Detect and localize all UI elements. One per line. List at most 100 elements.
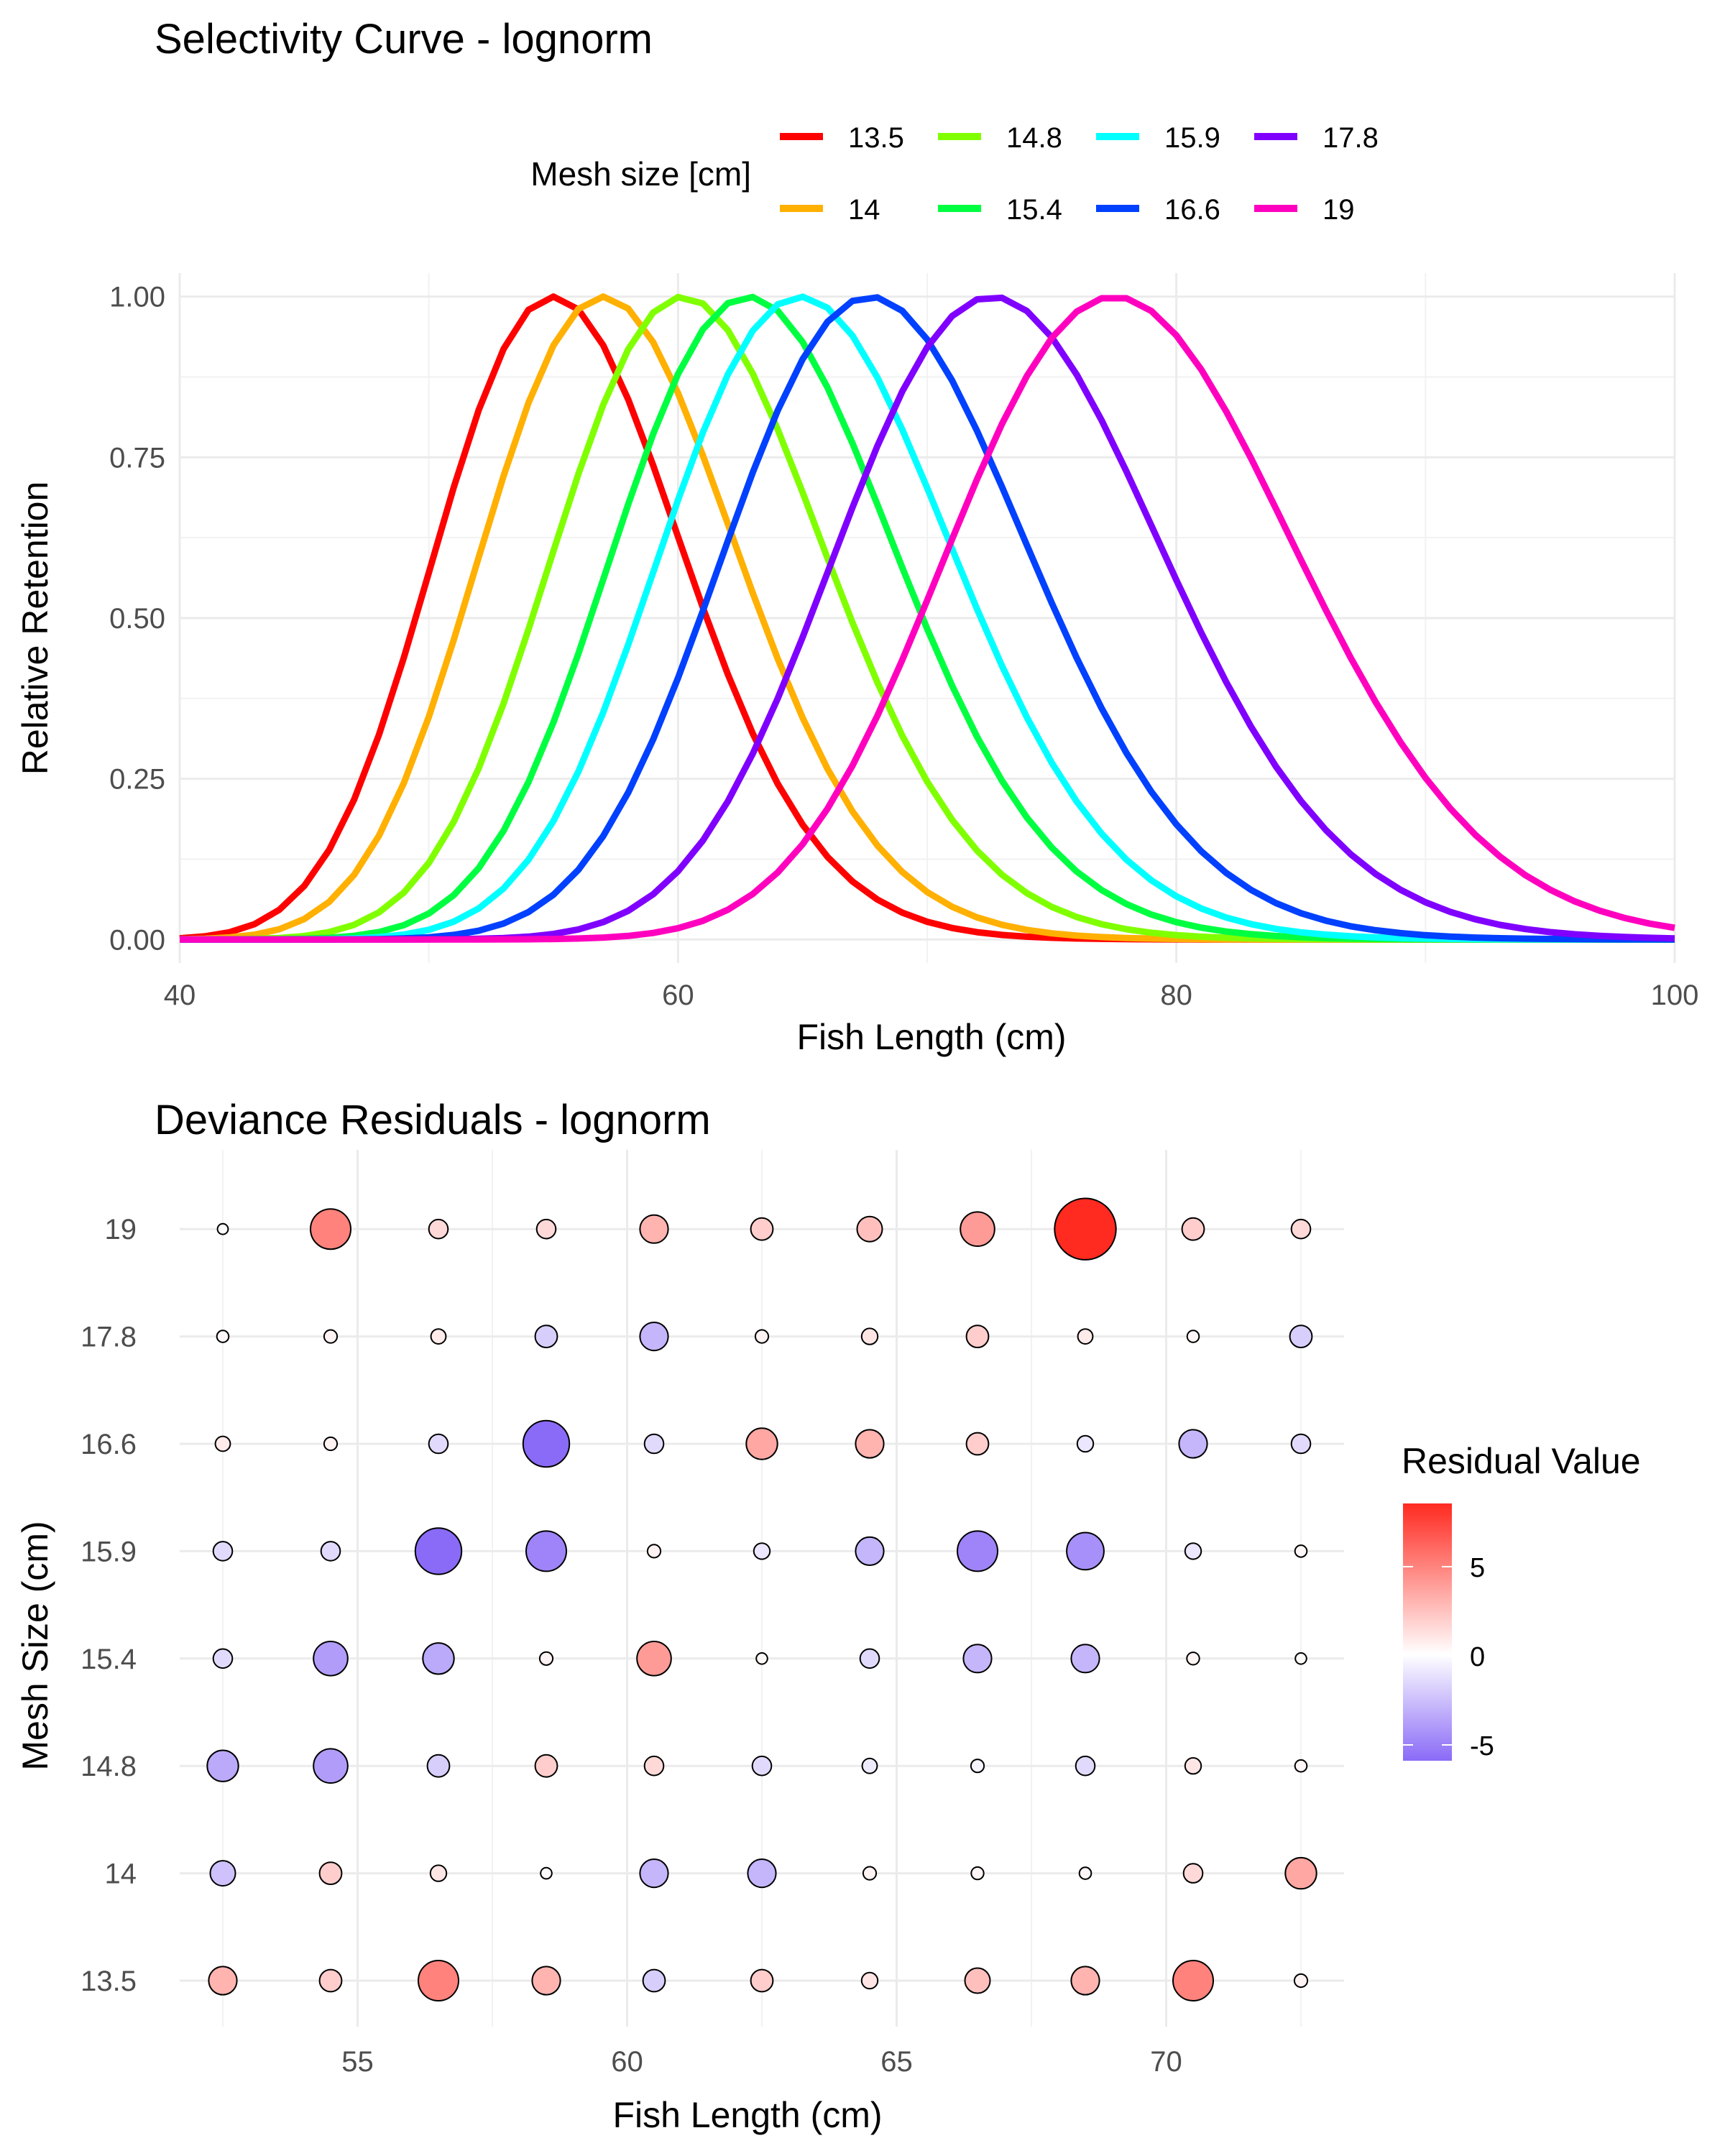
residual-bubble (1293, 1973, 1309, 1989)
residual-bubble (747, 1858, 777, 1889)
residual-bubble (216, 1330, 230, 1343)
y-tick-label: 19 (105, 1214, 137, 1245)
x-tick-label: 40 (164, 980, 196, 1011)
residual-bubble (1070, 1644, 1100, 1674)
x-tick-label: 55 (341, 2046, 374, 2078)
top-legend: Mesh size [cm] 13.5 14 14.8 15.4 15.9 16.6 17.… (530, 122, 1379, 226)
y-tick-label: 13.5 (80, 1966, 137, 1997)
legend-label: 13.5 (848, 122, 904, 154)
residual-bubble (636, 1641, 672, 1677)
residual-color-legend: Residual Value 5 0 -5 (1402, 1441, 1641, 1761)
residual-bubble (855, 1536, 885, 1566)
residual-bubble (1186, 1330, 1200, 1343)
residual-bubble (1290, 1433, 1312, 1455)
residual-bubble (534, 1325, 558, 1348)
y-tick-label: 16.6 (80, 1429, 137, 1460)
residual-bubble (1294, 1544, 1308, 1558)
x-tick-label: 70 (1150, 2046, 1182, 2078)
top-x-axis-label: Fish Length (cm) (796, 1017, 1066, 1057)
color-legend-ticks (1403, 1566, 1452, 1746)
residual-bubble (1184, 1757, 1202, 1775)
residual-bubble (313, 1641, 349, 1677)
residual-bubble (1070, 1966, 1100, 1996)
residual-bubble (970, 1759, 985, 1774)
top-grid (178, 273, 1676, 963)
residual-bubble (206, 1749, 239, 1782)
color-legend-tick-label: 5 (1470, 1553, 1485, 1583)
top-y-axis-label: Relative Retention (15, 482, 55, 775)
bottom-grid (180, 1150, 1344, 2027)
residual-bubble (856, 1215, 883, 1243)
residual-bubble (1289, 1325, 1313, 1348)
y-tick-label: 14.8 (80, 1751, 137, 1782)
residual-bubble (1066, 1531, 1105, 1571)
residual-bubble (859, 1648, 880, 1669)
residual-bubble (970, 1866, 985, 1881)
x-tick-label: 100 (1651, 980, 1699, 1011)
legend-label: 14 (848, 194, 880, 226)
residual-bubble (861, 1757, 878, 1774)
color-legend-gradient (1403, 1503, 1452, 1761)
x-tick-label: 60 (662, 980, 694, 1011)
residual-bubble (214, 1435, 231, 1452)
residual-bubble (540, 1866, 553, 1880)
y-tick-label: 0.25 (109, 764, 165, 796)
legend-label: 14.8 (1006, 122, 1062, 154)
residual-bubble (1290, 1218, 1312, 1240)
y-tick-label: 15.9 (80, 1536, 137, 1567)
residual-bubble (957, 1530, 998, 1572)
legend-label: 15.4 (1006, 194, 1062, 226)
y-tick-label: 0.50 (109, 603, 165, 635)
residual-bubble (754, 1329, 770, 1344)
bottom-bubbles (206, 1197, 1317, 2001)
top-axes: 40 60 80 100 0.00 0.25 0.50 0.75 1.00 (109, 282, 1698, 1011)
residual-bubble (860, 1327, 879, 1345)
bottom-chart-title: Deviance Residuals - lognorm (155, 1097, 711, 1143)
residual-bubble (751, 1755, 773, 1777)
residual-bubble (753, 1542, 771, 1560)
residual-bubble (1294, 1759, 1308, 1773)
residual-bubble (531, 1966, 561, 1996)
top-plot-lines (179, 293, 1675, 943)
residual-bubble (862, 1866, 878, 1881)
residual-bubble (209, 1860, 236, 1887)
bottom-y-axis-label: Mesh Size (cm) (15, 1521, 55, 1770)
residual-bubble (639, 1214, 669, 1244)
residual-bubble (310, 1208, 351, 1250)
x-tick-label: 80 (1160, 980, 1192, 1011)
top-chart-title: Selectivity Curve - lognorm (155, 16, 653, 63)
x-tick-label: 65 (880, 2046, 913, 2078)
y-tick-label: 17.8 (80, 1322, 137, 1353)
residual-bubble (964, 1967, 991, 1994)
residual-bubble (855, 1429, 885, 1459)
color-legend-tick-label: -5 (1470, 1731, 1494, 1761)
residual-bubble (750, 1968, 774, 1993)
residual-bubble (965, 1325, 990, 1348)
residual-bubble (1172, 1960, 1214, 2001)
color-legend-title: Residual Value (1402, 1441, 1641, 1481)
residual-bubble (1186, 1651, 1200, 1666)
legend-label: 17.8 (1322, 122, 1379, 154)
residual-bubble (534, 1754, 558, 1778)
residual-bubble (429, 1864, 448, 1882)
residual-bubble (755, 1652, 768, 1665)
residual-bubble (212, 1648, 234, 1669)
residual-bubble (960, 1211, 995, 1247)
residual-bubble (646, 1544, 662, 1559)
residual-bubble (1054, 1197, 1117, 1261)
residual-bubble (414, 1527, 463, 1575)
residual-bubble (642, 1968, 666, 1993)
residual-bubble (1076, 1434, 1095, 1453)
bottom-x-axis-label: Fish Length (cm) (612, 2095, 882, 2135)
residual-bubble (216, 1222, 229, 1235)
residual-bubble (525, 1530, 567, 1572)
residual-bubble (418, 1960, 459, 2001)
legend-label: 16.6 (1164, 194, 1220, 226)
color-legend-tick-label: 0 (1470, 1642, 1485, 1672)
residual-bubble (1181, 1217, 1205, 1241)
residual-bubble (745, 1427, 778, 1460)
y-tick-label: 0.75 (109, 442, 165, 474)
residual-bubble (323, 1329, 339, 1344)
residual-bubble (313, 1748, 349, 1784)
residual-bubble (428, 1433, 449, 1455)
